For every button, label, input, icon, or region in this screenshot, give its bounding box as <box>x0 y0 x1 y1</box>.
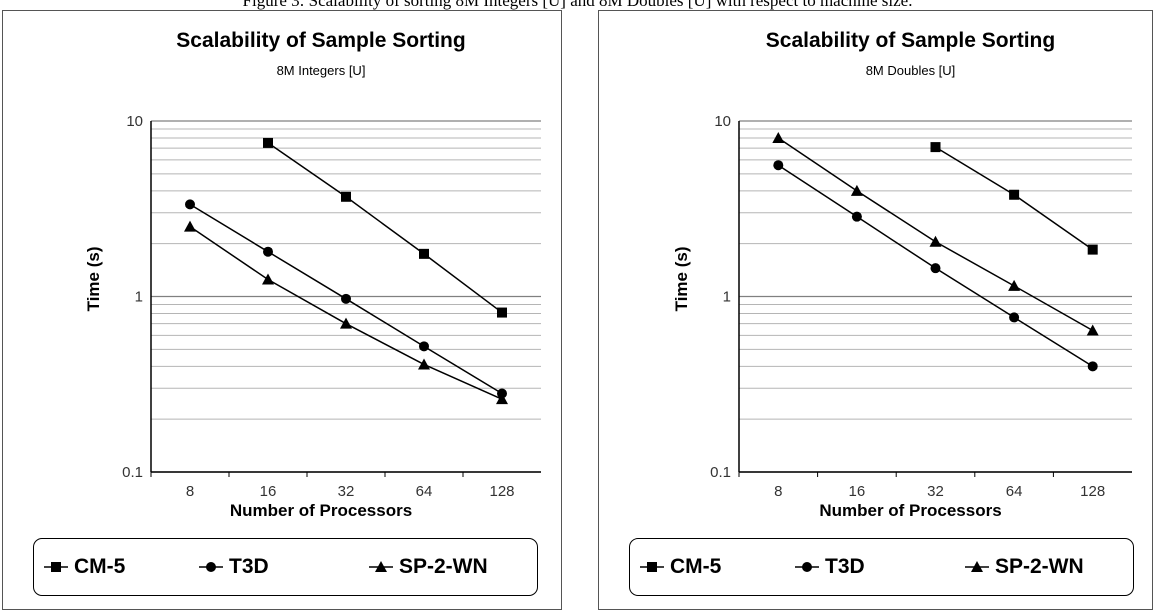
series-sp-2-wn-point <box>1086 324 1099 336</box>
series-sp-2-wn-point <box>850 184 863 196</box>
series-cm-5-point <box>419 248 429 259</box>
y-tick-label: 10 <box>714 113 731 130</box>
series-sp-2-wn-point <box>772 132 785 144</box>
y-tick-label: 1 <box>135 289 143 306</box>
legend-label-cm5: CM-5 <box>74 554 126 578</box>
x-tick-label: 128 <box>489 483 514 500</box>
series-sp-2-wn-line <box>777 137 1094 332</box>
y-tick-label: 1 <box>723 289 731 306</box>
chart-doubles: Scalability of Sample Sorting 8M Doubles … <box>672 29 1132 520</box>
series-sp-2-wn-point <box>184 220 196 232</box>
y-tick-label: 10 <box>126 113 143 130</box>
chart-panel-integers: Scalability of Sample Sorting 8M Integers… <box>2 10 562 610</box>
legend: CM-5 T3D SP-2-WN <box>33 538 538 596</box>
legend-item-sp2wn: SP-2-WN <box>369 539 488 594</box>
chart-title: Scalability of Sample Sorting <box>176 29 465 52</box>
legend-label-t3d: T3D <box>825 554 865 578</box>
series-cm-5-point <box>341 191 351 202</box>
square-marker-icon <box>44 561 68 572</box>
circle-marker-icon <box>795 561 819 572</box>
legend-label-cm5: CM-5 <box>670 554 722 578</box>
x-axis-label: Number of Processors <box>819 501 1001 520</box>
triangle-marker-icon <box>369 560 393 572</box>
series-cm-5-point <box>263 137 273 148</box>
x-tick-label: 128 <box>1080 483 1105 500</box>
series-t3d-point <box>851 211 862 222</box>
series-sp-2-wn-point <box>418 358 430 370</box>
legend-item-sp2wn: SP-2-WN <box>965 539 1084 594</box>
y-axis-label: Time (s) <box>84 247 103 312</box>
series-sp-2-wn-point <box>929 235 942 247</box>
x-tick-label: 64 <box>416 483 433 500</box>
legend-item-t3d: T3D <box>795 539 865 594</box>
x-tick-label: 64 <box>1006 483 1023 500</box>
series-sp-2-wn-point <box>262 273 274 285</box>
series-cm-5-point <box>497 307 507 318</box>
circle-marker-icon <box>199 561 223 572</box>
chart-integers: Scalability of Sample Sorting 8M Integers… <box>84 29 541 520</box>
legend-label-t3d: T3D <box>229 554 269 578</box>
series-sp-2-wn-line <box>189 226 503 400</box>
x-tick-label: 8 <box>774 483 782 500</box>
series-cm-5-point <box>1087 244 1098 255</box>
legend-label-sp2wn: SP-2-WN <box>995 554 1084 578</box>
triangle-marker-icon <box>965 560 989 572</box>
chart-panel-doubles: Scalability of Sample Sorting 8M Doubles … <box>598 10 1153 610</box>
y-tick-label: 0.1 <box>710 464 731 481</box>
legend-label-sp2wn: SP-2-WN <box>399 554 488 578</box>
series-cm-5-point <box>930 142 941 153</box>
chart-title: Scalability of Sample Sorting <box>766 29 1055 52</box>
x-tick-label: 32 <box>338 483 355 500</box>
series-t3d-point <box>419 341 429 352</box>
y-axis-label: Time (s) <box>672 247 691 312</box>
chart-subtitle: 8M Integers [U] <box>277 63 366 78</box>
series-t3d-point <box>263 246 273 257</box>
x-axis-label: Number of Processors <box>230 501 412 520</box>
legend-item-cm5: CM-5 <box>640 539 721 594</box>
series-t3d-point <box>185 199 195 210</box>
series-t3d-point <box>341 293 351 304</box>
x-tick-label: 8 <box>186 483 194 500</box>
x-tick-label: 16 <box>260 483 277 500</box>
legend: CM-5 T3D SP-2-WN <box>629 538 1134 596</box>
legend-item-t3d: T3D <box>199 539 269 594</box>
y-tick-label: 0.1 <box>122 464 143 481</box>
square-marker-icon <box>640 561 664 572</box>
series-t3d-point <box>1009 312 1020 323</box>
series-sp-2-wn-point <box>496 393 508 405</box>
series-sp-2-wn-point <box>340 317 352 329</box>
figure-caption: Figure 3: Scalability of sorting 8M Inte… <box>242 0 913 10</box>
series-cm-5-line <box>267 142 503 314</box>
series-t3d-point <box>1087 361 1098 372</box>
series-t3d-point <box>930 263 941 274</box>
legend-item-cm5: CM-5 <box>44 539 125 594</box>
series-t3d-point <box>773 160 784 171</box>
chart-subtitle: 8M Doubles [U] <box>866 63 956 78</box>
x-tick-label: 32 <box>927 483 944 500</box>
series-sp-2-wn-point <box>1008 279 1021 291</box>
series-cm-5-point <box>1009 189 1020 200</box>
x-tick-label: 16 <box>849 483 866 500</box>
